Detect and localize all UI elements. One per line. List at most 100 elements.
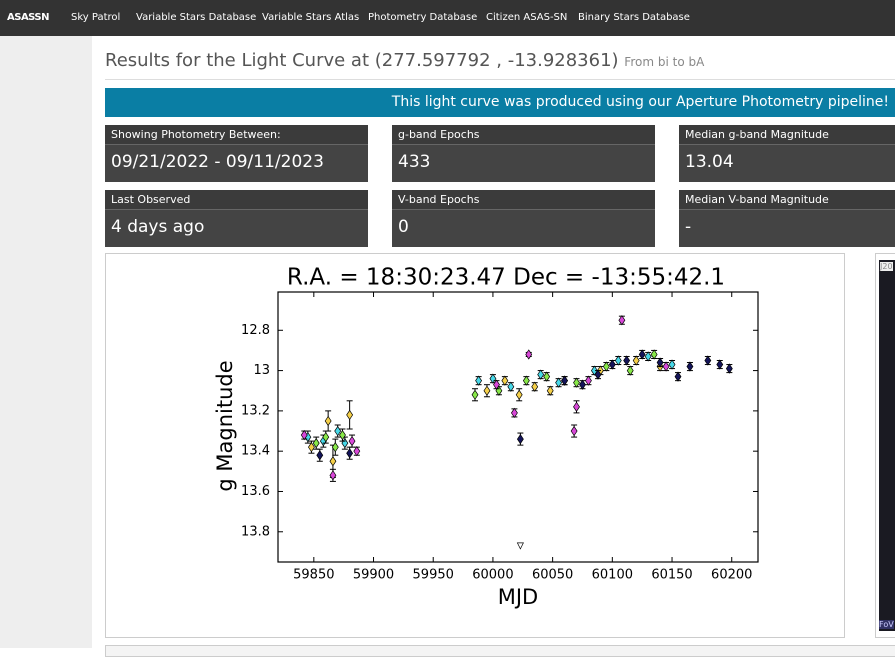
data-point xyxy=(704,355,712,366)
data-point xyxy=(650,349,658,360)
data-point xyxy=(638,349,646,360)
data-point xyxy=(316,450,324,461)
data-point xyxy=(626,365,634,376)
data-point xyxy=(346,448,354,459)
data-point xyxy=(493,379,500,390)
nav-link[interactable]: Binary Stars Database xyxy=(578,12,690,23)
stat-label: Last Observed xyxy=(105,190,368,210)
data-point xyxy=(510,407,518,419)
data-point xyxy=(632,355,640,366)
nav-link[interactable]: Variable Stars Atlas xyxy=(262,12,360,23)
y-tick-label: 13 xyxy=(253,363,270,378)
plot-frame xyxy=(277,291,759,563)
x-axis-label: MJD xyxy=(498,585,538,609)
data-point xyxy=(353,446,361,457)
next-panel xyxy=(105,645,895,657)
nav-link[interactable]: Sky Patrol xyxy=(71,12,121,23)
stat-label: g-band Epochs xyxy=(392,125,655,145)
chart-panel: R.A. = 18:30:23.47 Dec = -13:55:42.1 MJD… xyxy=(105,253,845,638)
banner: This light curve was produced using our … xyxy=(105,88,895,117)
stat-label: Showing Photometry Between: xyxy=(105,125,368,145)
data-point xyxy=(570,425,578,437)
data-point xyxy=(618,315,626,326)
stat-box: V-band Epochs 0 xyxy=(392,190,655,247)
y-tick-label: 13.4 xyxy=(241,444,270,459)
nav-link[interactable]: Photometry Database xyxy=(368,12,478,23)
data-point xyxy=(331,442,339,453)
data-point xyxy=(537,369,545,380)
x-tick-label: 60100 xyxy=(592,568,633,583)
data-point xyxy=(573,377,580,388)
x-tick-label: 60200 xyxy=(711,568,752,583)
data-point xyxy=(623,355,631,366)
data-point xyxy=(308,442,315,453)
data-point xyxy=(644,351,652,362)
sidebar xyxy=(0,36,92,648)
stat-box: Last Observed 4 days ago xyxy=(105,190,368,247)
title-text: Results for the Light Curve at (277.5977… xyxy=(105,50,619,71)
y-tick-label: 12.8 xyxy=(241,323,270,338)
stat-value: 09/21/2022 - 09/11/2023 xyxy=(111,152,324,172)
chart: R.A. = 18:30:23.47 Dec = -13:55:42.1 MJD… xyxy=(213,265,759,609)
y-tick-label: 13.2 xyxy=(241,403,270,418)
data-point xyxy=(475,375,483,386)
x-tick-label: 60050 xyxy=(532,568,573,583)
image-panel: J20 FoV xyxy=(875,253,895,638)
stat-box: g-band Epochs 433 xyxy=(392,125,655,182)
data-point xyxy=(334,425,342,437)
stat-label: Median g-band Magnitude xyxy=(679,125,895,145)
data-point xyxy=(329,470,337,481)
data-point xyxy=(656,357,664,368)
stat-box: Showing Photometry Between: 09/21/2022 - … xyxy=(105,125,368,182)
x-tick-label: 60150 xyxy=(651,568,692,583)
data-point xyxy=(614,355,622,366)
data-point xyxy=(668,359,676,370)
stat-box: Median V-band Magnitude - xyxy=(679,190,895,247)
data-point xyxy=(608,359,616,370)
data-point xyxy=(585,375,592,386)
data-point xyxy=(716,359,724,370)
data-point xyxy=(346,409,354,421)
data-point xyxy=(522,375,530,386)
data-point xyxy=(531,381,539,392)
data-point xyxy=(300,429,308,441)
nav-bar: ASASSN Sky Patrol Variable Stars Databas… xyxy=(0,0,895,36)
data-point xyxy=(725,363,733,374)
x-tick-label: 59900 xyxy=(353,568,394,583)
data-point xyxy=(594,369,602,380)
stat-value: 13.04 xyxy=(685,152,734,172)
nav-link[interactable]: Citizen ASAS-SN xyxy=(486,12,568,23)
data-point xyxy=(602,361,610,372)
data-point xyxy=(546,385,554,396)
stat-value: 4 days ago xyxy=(111,217,205,237)
x-tick-label: 60000 xyxy=(472,568,513,583)
chart-title: R.A. = 18:30:23.47 Dec = -13:55:42.1 xyxy=(287,265,725,291)
stat-label: Median V-band Magnitude xyxy=(679,190,895,210)
data-point xyxy=(573,401,580,412)
data-point xyxy=(348,435,356,447)
data-point xyxy=(471,389,479,400)
sky-image xyxy=(879,260,895,631)
data-point xyxy=(561,375,568,386)
data-point xyxy=(516,433,524,445)
y-tick-label: 13.6 xyxy=(241,484,270,499)
page-title: Results for the Light Curve at (277.5977… xyxy=(105,50,704,71)
data-point xyxy=(515,389,523,400)
data-point xyxy=(324,415,332,427)
data-point xyxy=(516,542,524,550)
data-point xyxy=(525,349,533,360)
data-point xyxy=(555,377,563,388)
data-point xyxy=(543,371,551,382)
data-point xyxy=(507,381,515,392)
data-point xyxy=(686,361,694,372)
logo[interactable]: ASASSN xyxy=(7,12,50,23)
image-caption: FoV xyxy=(879,620,894,629)
divider xyxy=(105,79,895,80)
data-point xyxy=(329,456,337,467)
data-point xyxy=(339,429,346,441)
image-caption: J20 xyxy=(880,262,893,271)
data-point xyxy=(674,371,682,382)
data-point xyxy=(579,379,586,390)
nav-link[interactable]: Variable Stars Database xyxy=(136,12,257,23)
